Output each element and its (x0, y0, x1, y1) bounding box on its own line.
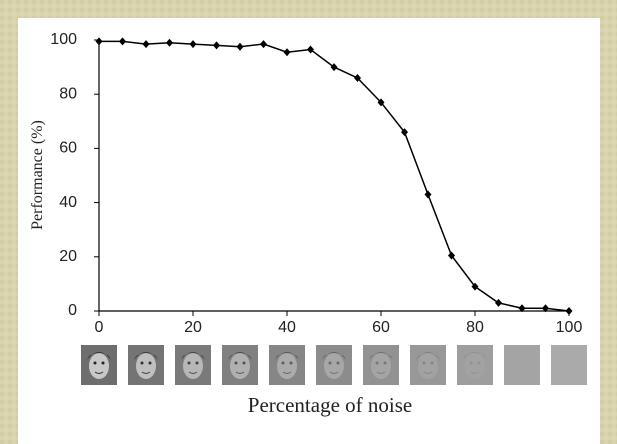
eye (149, 362, 152, 365)
eye (290, 362, 293, 365)
y-tick-label: 60 (59, 140, 77, 157)
x-axis-title: Percentage of noise (248, 393, 412, 417)
face (277, 353, 297, 379)
y-tick-label: 100 (50, 31, 77, 48)
x-tick-label: 100 (556, 319, 583, 336)
y-tick-label: 40 (59, 194, 77, 211)
eye (525, 362, 528, 365)
eye (384, 362, 387, 365)
x-tick-label: 0 (95, 319, 104, 336)
face (465, 353, 485, 379)
eye (282, 362, 285, 365)
x-tick-label: 60 (372, 319, 390, 336)
eye (196, 362, 199, 365)
x-tick-label: 80 (466, 319, 484, 336)
y-axis-title: Performance (%) (29, 120, 46, 230)
eye (470, 362, 473, 365)
x-tick-label: 20 (184, 319, 202, 336)
eye (478, 362, 481, 365)
page: {"chart_data": {"type": "line", "xlabel"… (0, 0, 617, 444)
face (371, 353, 391, 379)
eye (376, 362, 379, 365)
eye (243, 362, 246, 365)
eye (235, 362, 238, 365)
face (136, 353, 156, 379)
eye (94, 362, 97, 365)
y-tick-label: 20 (59, 248, 77, 265)
eye (102, 362, 105, 365)
y-tick-label: 0 (68, 302, 77, 319)
eye (141, 362, 144, 365)
eye (329, 362, 332, 365)
face (324, 353, 344, 379)
chart: Percentage of noise Performance (%) 0 20 4… (0, 0, 617, 444)
face (418, 353, 438, 379)
face (89, 353, 109, 379)
eye (337, 362, 340, 365)
face (183, 353, 203, 379)
face (230, 353, 250, 379)
eye (423, 362, 426, 365)
eye (431, 362, 434, 365)
eye (188, 362, 191, 365)
face-thumbnails (81, 345, 587, 385)
eye (517, 362, 520, 365)
face (512, 353, 532, 379)
x-tick-label: 40 (278, 319, 296, 336)
y-tick-label: 80 (59, 85, 77, 102)
